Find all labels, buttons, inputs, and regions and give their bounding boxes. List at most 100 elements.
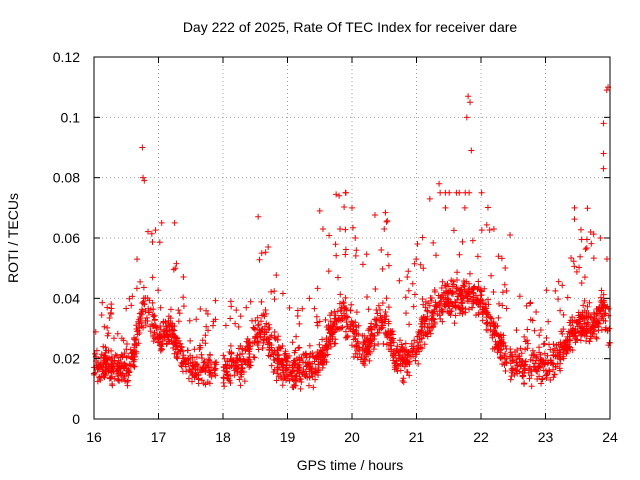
roti-point xyxy=(469,296,476,303)
roti-point xyxy=(266,344,273,351)
roti-point xyxy=(332,340,339,347)
roti-point xyxy=(247,298,254,305)
roti-point xyxy=(228,350,235,357)
roti-point xyxy=(571,216,578,223)
roti-point xyxy=(352,252,359,259)
roti-point xyxy=(464,293,471,300)
x-tick-label: 17 xyxy=(151,429,167,445)
roti-point xyxy=(450,227,457,234)
roti-point xyxy=(203,323,210,330)
roti-point xyxy=(163,330,170,337)
roti-point xyxy=(409,280,416,287)
roti-point xyxy=(410,353,417,360)
roti-point xyxy=(496,300,503,307)
roti-point xyxy=(486,313,493,320)
roti-point xyxy=(406,321,413,328)
roti-point xyxy=(513,367,520,374)
roti-point xyxy=(377,312,384,319)
roti-point xyxy=(232,320,239,327)
roti-point xyxy=(210,322,217,329)
roti-point xyxy=(255,213,262,220)
roti-point xyxy=(271,334,278,341)
roti-point xyxy=(459,310,466,317)
roti-point xyxy=(416,336,423,343)
roti-point xyxy=(103,347,110,354)
roti-point xyxy=(596,306,603,313)
roti-point xyxy=(472,312,479,319)
roti-point xyxy=(91,350,98,357)
roti-point xyxy=(113,353,120,360)
roti-point xyxy=(342,312,349,319)
roti-point xyxy=(177,340,184,347)
roti-point xyxy=(361,339,368,346)
roti-point xyxy=(166,327,173,334)
roti-point xyxy=(324,351,331,358)
roti-point xyxy=(562,338,569,345)
roti-point xyxy=(337,307,344,314)
roti-point xyxy=(131,363,138,370)
roti-point xyxy=(104,332,111,339)
roti-point xyxy=(419,318,426,325)
roti-point xyxy=(143,314,150,321)
roti-point xyxy=(383,341,390,348)
roti-point xyxy=(150,322,157,329)
roti-point xyxy=(367,326,374,333)
roti-point xyxy=(102,372,109,379)
roti-point xyxy=(489,345,496,352)
roti-point xyxy=(571,317,578,324)
roti-point xyxy=(286,304,293,311)
roti-point xyxy=(128,302,135,309)
roti-point xyxy=(550,366,557,373)
roti-point xyxy=(103,369,110,376)
roti-point xyxy=(478,227,485,234)
roti-point xyxy=(174,355,181,362)
roti-point xyxy=(223,369,230,376)
roti-point xyxy=(590,330,597,337)
roti-point xyxy=(488,272,495,279)
roti-point xyxy=(603,256,610,263)
roti-point xyxy=(124,378,131,385)
roti-point xyxy=(282,350,289,357)
roti-point xyxy=(583,236,590,243)
roti-point xyxy=(426,195,433,202)
roti-point xyxy=(463,114,470,121)
roti-point xyxy=(131,342,138,349)
roti-point xyxy=(155,287,162,294)
roti-point xyxy=(453,276,460,283)
roti-point xyxy=(258,250,265,257)
roti-point xyxy=(140,300,147,307)
y-tick-label: 0.12 xyxy=(53,49,80,65)
roti-point xyxy=(428,297,435,304)
roti-point xyxy=(311,358,318,365)
roti-point xyxy=(589,323,596,330)
roti-point xyxy=(337,226,344,233)
roti-point xyxy=(312,365,319,372)
roti-point xyxy=(483,221,490,228)
roti-point xyxy=(198,351,205,358)
roti-point xyxy=(175,318,182,325)
roti-point xyxy=(578,279,585,286)
roti-point xyxy=(498,346,505,353)
roti-point xyxy=(349,224,356,231)
roti-point xyxy=(150,338,157,345)
roti-point xyxy=(293,333,300,340)
roti-point xyxy=(445,302,452,309)
roti-point xyxy=(117,365,124,372)
roti-point xyxy=(397,367,404,374)
roti-point xyxy=(579,311,586,318)
roti-point xyxy=(98,351,105,358)
roti-point xyxy=(347,307,354,314)
y-tick-label: 0.06 xyxy=(53,230,80,246)
roti-point xyxy=(149,274,156,281)
roti-point xyxy=(273,272,280,279)
roti-point xyxy=(331,340,338,347)
x-tick-label: 24 xyxy=(602,429,618,445)
roti-point xyxy=(600,150,607,157)
roti-point xyxy=(234,352,241,359)
roti-point xyxy=(199,337,206,344)
roti-point xyxy=(430,239,437,246)
roti-point xyxy=(258,318,265,325)
roti-point xyxy=(429,310,436,317)
roti-point xyxy=(478,189,485,196)
roti-point xyxy=(206,351,213,358)
